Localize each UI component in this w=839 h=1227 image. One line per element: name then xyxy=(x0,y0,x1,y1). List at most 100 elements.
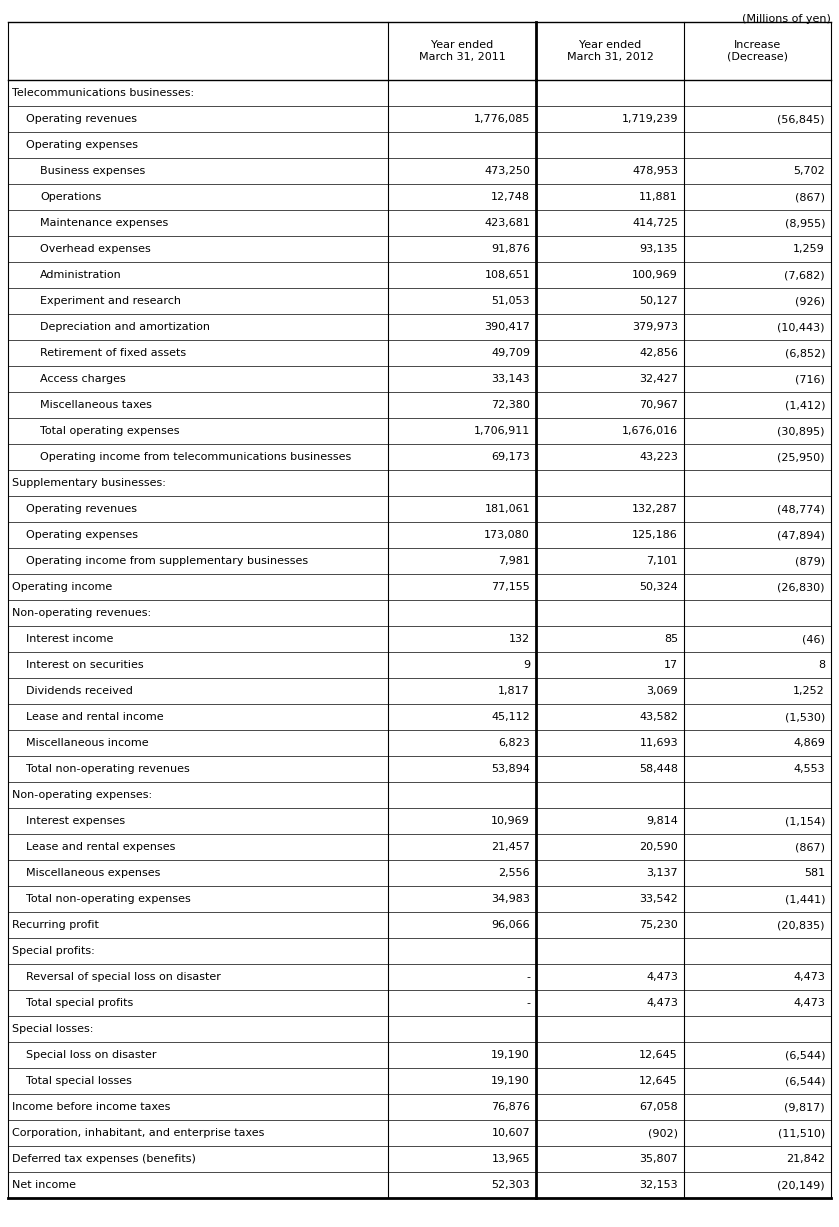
Text: Total special losses: Total special losses xyxy=(26,1076,132,1086)
Text: 76,876: 76,876 xyxy=(491,1102,530,1112)
Text: 12,748: 12,748 xyxy=(491,191,530,202)
Text: 43,582: 43,582 xyxy=(639,712,678,721)
Text: 10,607: 10,607 xyxy=(492,1128,530,1137)
Text: 11,881: 11,881 xyxy=(639,191,678,202)
Text: Recurring profit: Recurring profit xyxy=(12,920,99,930)
Text: (1,154): (1,154) xyxy=(784,816,825,826)
Text: (Millions of yen): (Millions of yen) xyxy=(743,13,831,25)
Text: Total operating expenses: Total operating expenses xyxy=(40,426,180,436)
Text: Deferred tax expenses (benefits): Deferred tax expenses (benefits) xyxy=(12,1155,195,1164)
Text: 45,112: 45,112 xyxy=(492,712,530,721)
Text: 1,719,239: 1,719,239 xyxy=(622,114,678,124)
Text: 32,153: 32,153 xyxy=(639,1180,678,1190)
Text: 7,101: 7,101 xyxy=(646,556,678,566)
Text: Non-operating revenues:: Non-operating revenues: xyxy=(12,609,151,618)
Text: Operating income from telecommunications businesses: Operating income from telecommunications… xyxy=(40,452,352,463)
Text: 19,190: 19,190 xyxy=(492,1076,530,1086)
Text: Income before income taxes: Income before income taxes xyxy=(12,1102,170,1112)
Text: (48,774): (48,774) xyxy=(777,504,825,514)
Text: 42,856: 42,856 xyxy=(639,348,678,358)
Text: 379,973: 379,973 xyxy=(632,321,678,333)
Text: Experiment and research: Experiment and research xyxy=(40,296,181,306)
Text: 9,814: 9,814 xyxy=(646,816,678,826)
Text: Operating expenses: Operating expenses xyxy=(26,530,138,540)
Text: Operating expenses: Operating expenses xyxy=(26,140,138,150)
Text: Operations: Operations xyxy=(40,191,102,202)
Text: 8: 8 xyxy=(818,660,825,670)
Text: (902): (902) xyxy=(648,1128,678,1137)
Text: (46): (46) xyxy=(802,634,825,644)
Text: 11,693: 11,693 xyxy=(639,737,678,748)
Text: 13,965: 13,965 xyxy=(492,1155,530,1164)
Text: Operating revenues: Operating revenues xyxy=(26,504,137,514)
Text: 72,380: 72,380 xyxy=(491,400,530,410)
Text: 34,983: 34,983 xyxy=(491,894,530,904)
Text: 4,473: 4,473 xyxy=(646,998,678,1009)
Text: (10,443): (10,443) xyxy=(778,321,825,333)
Text: Overhead expenses: Overhead expenses xyxy=(40,244,151,254)
Text: 50,324: 50,324 xyxy=(639,582,678,591)
Text: (716): (716) xyxy=(795,374,825,384)
Text: 10,969: 10,969 xyxy=(492,816,530,826)
Text: 35,807: 35,807 xyxy=(639,1155,678,1164)
Text: -: - xyxy=(526,972,530,982)
Text: Operating revenues: Operating revenues xyxy=(26,114,137,124)
Text: Depreciation and amortization: Depreciation and amortization xyxy=(40,321,210,333)
Text: 51,053: 51,053 xyxy=(492,296,530,306)
Text: Lease and rental expenses: Lease and rental expenses xyxy=(26,842,175,852)
Text: 32,427: 32,427 xyxy=(639,374,678,384)
Text: 19,190: 19,190 xyxy=(492,1050,530,1060)
Text: 12,645: 12,645 xyxy=(639,1050,678,1060)
Text: 85: 85 xyxy=(664,634,678,644)
Text: 69,173: 69,173 xyxy=(492,452,530,463)
Text: Dividends received: Dividends received xyxy=(26,686,133,696)
Text: 58,448: 58,448 xyxy=(639,764,678,774)
Text: 50,127: 50,127 xyxy=(639,296,678,306)
Text: (926): (926) xyxy=(795,296,825,306)
Text: (6,852): (6,852) xyxy=(784,348,825,358)
Text: 52,303: 52,303 xyxy=(492,1180,530,1190)
Text: (6,544): (6,544) xyxy=(784,1050,825,1060)
Text: (867): (867) xyxy=(795,191,825,202)
Text: 2,556: 2,556 xyxy=(498,867,530,879)
Text: Interest on securities: Interest on securities xyxy=(26,660,143,670)
Text: 132: 132 xyxy=(509,634,530,644)
Text: 125,186: 125,186 xyxy=(633,530,678,540)
Text: Interest expenses: Interest expenses xyxy=(26,816,125,826)
Text: 96,066: 96,066 xyxy=(492,920,530,930)
Text: 91,876: 91,876 xyxy=(491,244,530,254)
Text: 100,969: 100,969 xyxy=(633,270,678,280)
Text: 17: 17 xyxy=(664,660,678,670)
Text: Miscellaneous income: Miscellaneous income xyxy=(26,737,149,748)
Text: 390,417: 390,417 xyxy=(484,321,530,333)
Text: 4,553: 4,553 xyxy=(794,764,825,774)
Text: Total special profits: Total special profits xyxy=(26,998,133,1009)
Text: (9,817): (9,817) xyxy=(784,1102,825,1112)
Text: 478,953: 478,953 xyxy=(632,166,678,175)
Text: 53,894: 53,894 xyxy=(491,764,530,774)
Text: (26,830): (26,830) xyxy=(778,582,825,591)
Text: 4,473: 4,473 xyxy=(793,972,825,982)
Text: (879): (879) xyxy=(795,556,825,566)
Text: Business expenses: Business expenses xyxy=(40,166,145,175)
Text: (47,894): (47,894) xyxy=(777,530,825,540)
Text: Miscellaneous taxes: Miscellaneous taxes xyxy=(40,400,152,410)
Text: (7,682): (7,682) xyxy=(784,270,825,280)
Text: 1,706,911: 1,706,911 xyxy=(474,426,530,436)
Text: (20,149): (20,149) xyxy=(778,1180,825,1190)
Text: 581: 581 xyxy=(804,867,825,879)
Text: 1,676,016: 1,676,016 xyxy=(622,426,678,436)
Text: 423,681: 423,681 xyxy=(484,218,530,228)
Text: Increase
(Decrease): Increase (Decrease) xyxy=(727,40,788,61)
Text: Total non-operating expenses: Total non-operating expenses xyxy=(26,894,190,904)
Text: Lease and rental income: Lease and rental income xyxy=(26,712,164,721)
Text: 473,250: 473,250 xyxy=(484,166,530,175)
Text: 12,645: 12,645 xyxy=(639,1076,678,1086)
Text: Reversal of special loss on disaster: Reversal of special loss on disaster xyxy=(26,972,221,982)
Text: Non-operating expenses:: Non-operating expenses: xyxy=(12,790,152,800)
Text: 4,473: 4,473 xyxy=(793,998,825,1009)
Text: Year ended
March 31, 2011: Year ended March 31, 2011 xyxy=(419,40,505,61)
Text: 6,823: 6,823 xyxy=(498,737,530,748)
Text: 4,869: 4,869 xyxy=(793,737,825,748)
Text: Total non-operating revenues: Total non-operating revenues xyxy=(26,764,190,774)
